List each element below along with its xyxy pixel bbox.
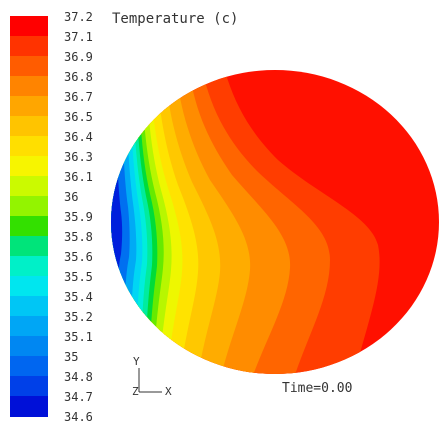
time-label: Time=0.00: [282, 381, 353, 396]
colorbar-tick-label: 35.1: [64, 330, 93, 344]
colorbar-tick-label: 36.9: [64, 50, 93, 64]
colorbar-tick-label: 35: [64, 350, 79, 364]
colorbar-swatch: [10, 216, 48, 237]
colorbar-swatch: [10, 16, 48, 37]
colorbar-swatch: [10, 296, 48, 317]
colorbar-swatch: [10, 256, 48, 277]
colorbar-tick-label: 36.5: [64, 110, 93, 124]
colorbar-swatch: [10, 56, 48, 77]
colorbar-swatch: [10, 76, 48, 97]
colorbar-tick-label: 36.1: [64, 170, 93, 184]
colorbar-tick-label: 34.7: [64, 390, 93, 404]
colorbar-tick-label: 37.2: [64, 10, 93, 24]
colorbar-tick-label: 36.8: [64, 70, 93, 84]
axis-y-label: Y: [133, 355, 140, 368]
colorbar-tick-label: 35.2: [64, 310, 93, 324]
colorbar-swatch: [10, 36, 48, 57]
colorbar-swatch: [10, 276, 48, 297]
colorbar-tick-label: 36: [64, 190, 79, 204]
colorbar-tick-label: 36.4: [64, 130, 93, 144]
colorbar-swatch: [10, 176, 48, 197]
colorbar-swatch: [10, 316, 48, 337]
colorbar-tick-label: 35.6: [64, 250, 93, 264]
colorbar: [10, 16, 48, 417]
colorbar-tick-label: 35.5: [64, 270, 93, 284]
colorbar-tick-label: 36.3: [64, 150, 93, 164]
colorbar-swatch: [10, 136, 48, 157]
colorbar-swatch: [10, 196, 48, 217]
colorbar-swatch: [10, 376, 48, 397]
colorbar-swatch: [10, 156, 48, 177]
colorbar-tick-label: 35.9: [64, 210, 93, 224]
colorbar-tick-label: 37.1: [64, 30, 93, 44]
colorbar-tick-label: 35.8: [64, 230, 93, 244]
axis-z-label: Z: [132, 385, 139, 398]
colorbar-swatch: [10, 356, 48, 377]
axis-x-label: X: [165, 385, 172, 398]
colorbar-tick-label: 34.8: [64, 370, 93, 384]
plot-title: Temperature (c): [112, 11, 239, 27]
colorbar-tick-label: 34.6: [64, 410, 93, 424]
colorbar-swatch: [10, 236, 48, 257]
colorbar-swatch: [10, 96, 48, 117]
contour-band-34-7: [111, 70, 123, 374]
colorbar-swatch: [10, 116, 48, 137]
colorbar-swatch: [10, 336, 48, 357]
colorbar-tick-label: 36.7: [64, 90, 93, 104]
colorbar-tick-label: 35.4: [64, 290, 93, 304]
colorbar-swatch: [10, 396, 48, 417]
